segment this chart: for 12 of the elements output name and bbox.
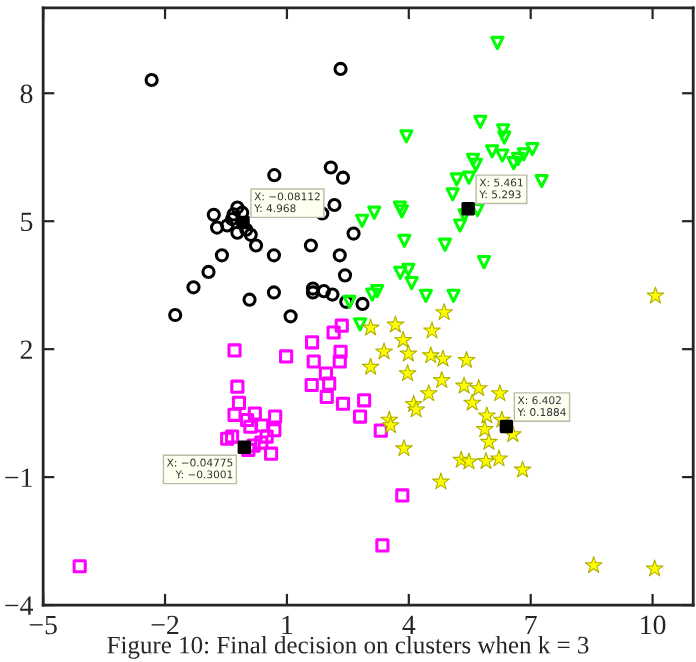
- x-tick-label: 1: [282, 615, 293, 635]
- y-tick-label: 8: [20, 84, 33, 104]
- x-tick-label: −5: [29, 615, 57, 635]
- x-tick-label: 10: [641, 615, 666, 635]
- text: Figure 10: Final decision on clusters when k = 3: [107, 635, 589, 659]
- y-tick-label: 5: [21, 212, 33, 232]
- y-tick-label: −4: [5, 596, 33, 615]
- x-tick-label: 4: [402, 615, 416, 635]
- y-tick-label: −1: [5, 468, 32, 487]
- x-tick-label: −2: [151, 615, 179, 635]
- x-tick-label: 7: [525, 615, 537, 635]
- y-tick-label: 2: [20, 340, 32, 359]
